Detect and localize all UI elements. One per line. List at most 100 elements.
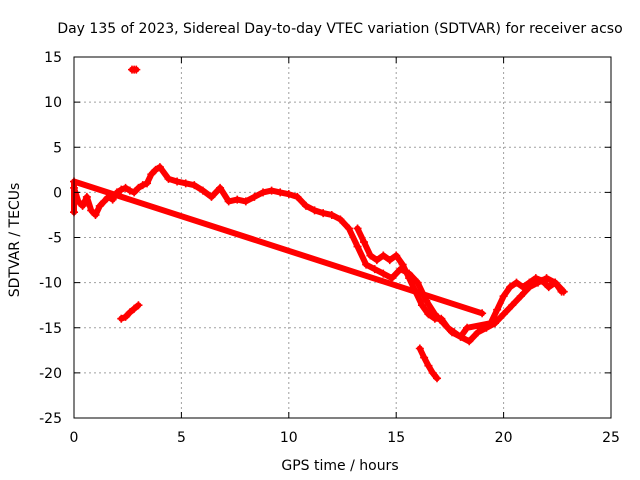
data-point xyxy=(207,192,216,201)
data-point xyxy=(164,174,173,183)
data-point xyxy=(538,276,547,285)
axes: 0 5 10 15 20 25 -25 -20 -15 -10 -5 0 5 10 15 xyxy=(39,50,620,446)
data-point xyxy=(478,309,487,318)
data-point xyxy=(151,165,160,174)
data-point xyxy=(516,292,525,301)
data-point xyxy=(443,323,452,332)
data-point xyxy=(336,215,345,224)
data-point xyxy=(233,195,242,204)
data-point xyxy=(134,183,143,192)
data-point xyxy=(353,224,362,233)
data-point xyxy=(327,210,336,219)
data-layer xyxy=(70,65,568,383)
data-point xyxy=(433,374,442,383)
data-point xyxy=(125,186,134,195)
data-point xyxy=(424,310,433,319)
data-point xyxy=(130,188,139,197)
data-point xyxy=(551,278,560,287)
x-tick-label: 15 xyxy=(387,430,405,446)
data-point xyxy=(413,278,422,287)
x-tick-label: 20 xyxy=(495,430,513,446)
data-point xyxy=(143,179,152,188)
data-point xyxy=(370,265,379,274)
data-point xyxy=(512,278,521,287)
series-outlier xyxy=(127,65,141,74)
data-point xyxy=(387,274,396,283)
data-point xyxy=(241,197,250,206)
y-tick-label: -25 xyxy=(39,411,62,427)
data-point xyxy=(82,192,91,201)
data-point xyxy=(544,283,553,292)
data-point xyxy=(405,274,414,283)
y-tick-label: 5 xyxy=(53,140,62,156)
data-point xyxy=(486,319,495,328)
series-upper-band xyxy=(353,224,566,341)
y-tick-label: 15 xyxy=(44,50,62,66)
data-point xyxy=(417,301,426,310)
data-point xyxy=(117,314,126,323)
data-point xyxy=(450,328,459,337)
y-axis-title: SDTVAR / TECUs xyxy=(7,183,23,298)
y-tick-label: -5 xyxy=(48,231,62,247)
data-point xyxy=(78,201,87,210)
data-point xyxy=(379,251,388,260)
x-axis-title: GPS time / hours xyxy=(281,458,398,474)
x-tick-label: 25 xyxy=(602,430,620,446)
data-point xyxy=(557,287,566,296)
data-point xyxy=(87,206,96,215)
data-point xyxy=(310,206,319,215)
y-tick-label: -20 xyxy=(39,366,62,382)
data-point xyxy=(379,269,388,278)
grid-lines xyxy=(74,57,611,418)
data-point xyxy=(385,256,394,265)
data-point xyxy=(353,242,362,251)
series-stray-points xyxy=(70,177,487,318)
data-point xyxy=(518,283,527,292)
data-point xyxy=(132,65,141,74)
data-point xyxy=(284,190,293,199)
data-point xyxy=(155,163,164,172)
x-tick-label: 10 xyxy=(280,430,298,446)
data-point xyxy=(224,197,233,206)
data-point xyxy=(463,323,472,332)
data-point xyxy=(362,260,371,269)
data-point xyxy=(125,308,134,317)
data-point xyxy=(267,186,276,195)
data-point xyxy=(173,177,182,186)
data-point xyxy=(506,283,515,292)
data-point xyxy=(415,344,424,353)
data-point xyxy=(181,179,190,188)
data-point xyxy=(344,224,353,233)
series-segment-16h xyxy=(415,344,442,383)
data-point xyxy=(95,201,104,210)
data-point xyxy=(301,201,310,210)
data-point xyxy=(366,251,375,260)
data-point xyxy=(198,186,207,195)
data-point xyxy=(359,238,368,247)
data-point xyxy=(250,192,259,201)
y-tick-label: -10 xyxy=(39,276,62,292)
y-tick-label: 0 xyxy=(53,185,62,201)
data-point xyxy=(372,256,381,265)
data-point xyxy=(424,361,433,370)
data-point xyxy=(473,328,482,337)
data-point xyxy=(319,209,328,218)
data-point xyxy=(428,368,437,377)
data-point xyxy=(259,188,268,197)
y-tick-label: 10 xyxy=(44,95,62,111)
data-point xyxy=(531,274,540,283)
data-point xyxy=(437,314,446,323)
data-point xyxy=(293,192,302,201)
data-point xyxy=(420,353,429,362)
data-point xyxy=(121,183,130,192)
data-point xyxy=(493,305,502,314)
data-point xyxy=(147,170,156,179)
data-point xyxy=(525,278,534,287)
data-point xyxy=(216,183,225,192)
data-point xyxy=(121,312,130,321)
data-point xyxy=(130,304,139,313)
data-point xyxy=(542,274,551,283)
data-point xyxy=(91,210,100,219)
data-point xyxy=(508,301,517,310)
